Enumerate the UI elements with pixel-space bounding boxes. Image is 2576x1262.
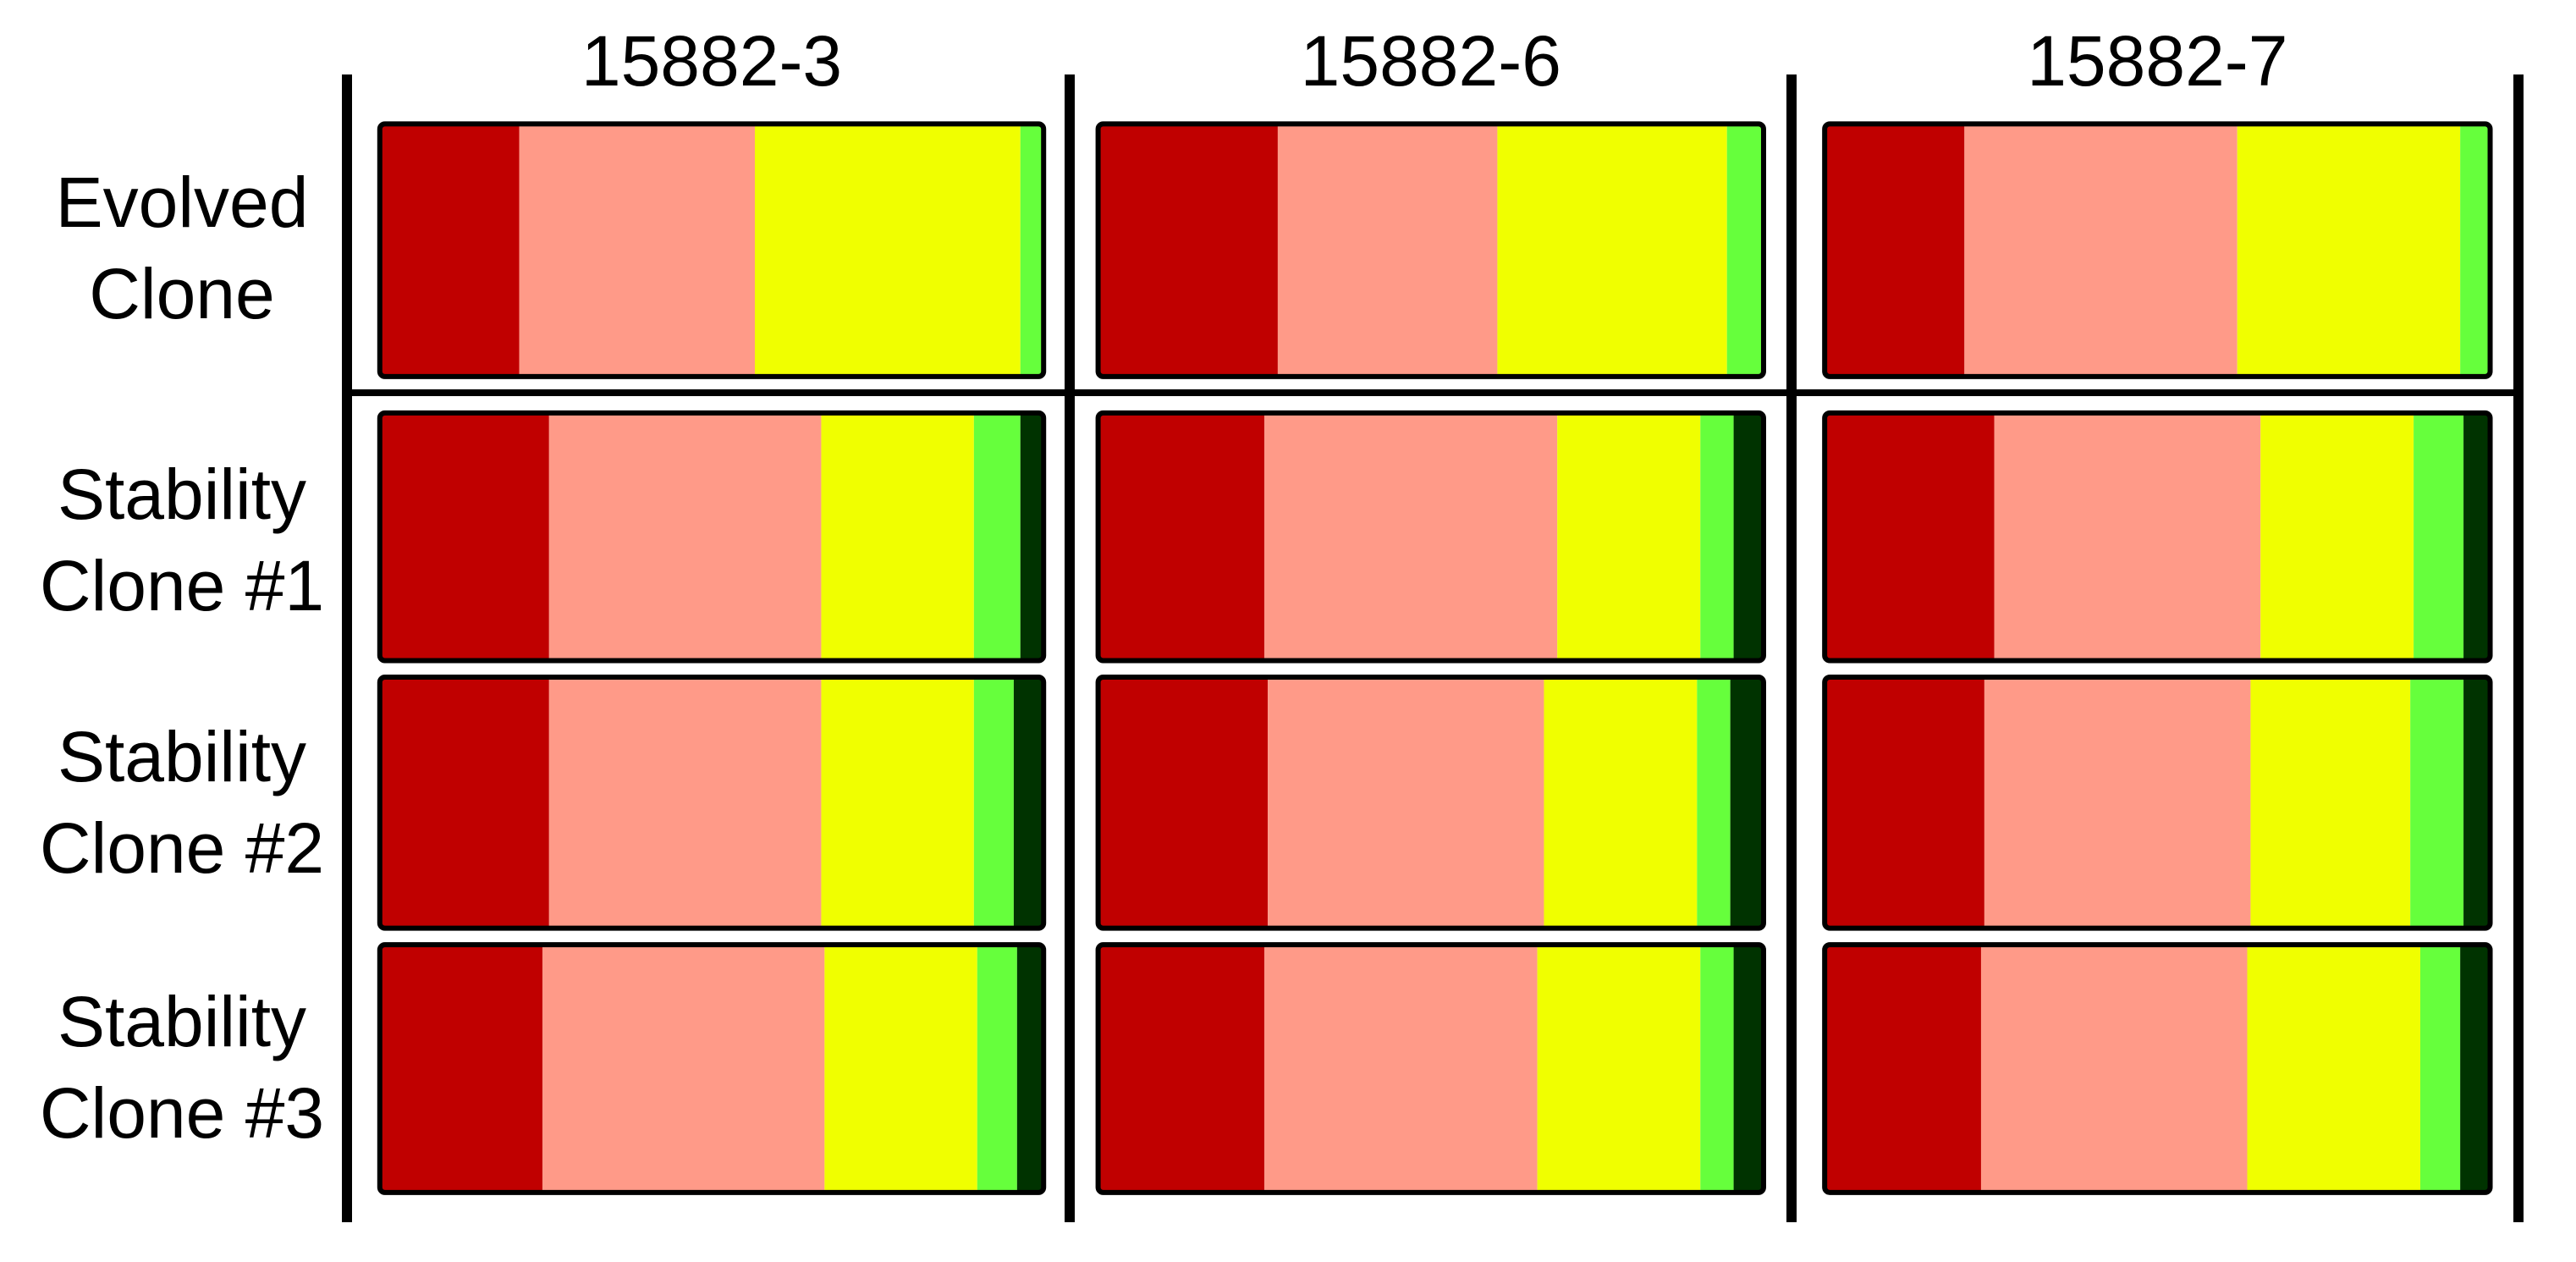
bar-segment: [1984, 677, 2251, 929]
bar-segment: [821, 677, 974, 929]
column-label: 15882-7: [2027, 21, 2288, 101]
bar-segment: [1098, 945, 1265, 1193]
bar-segment: [1544, 677, 1698, 929]
bar-segment: [1016, 945, 1044, 1193]
bar-outline: [1822, 121, 2493, 379]
bar-outline: [1822, 675, 2493, 931]
bar-outline: [377, 121, 1047, 379]
bar-outline: [1822, 942, 2493, 1195]
bar-segment: [2247, 945, 2420, 1193]
row-label: Stability Clone #1: [39, 455, 325, 626]
bar-segment: [1726, 124, 1764, 377]
bar-segment: [1098, 677, 1269, 929]
bar-segment: [1557, 412, 1701, 661]
bar-segment: [1700, 945, 1734, 1193]
row-label: Stability Clone #2: [39, 717, 325, 889]
bar-segment: [1497, 124, 1727, 377]
bar-segment: [379, 677, 549, 929]
bar-segment: [548, 412, 822, 661]
bar-segment: [548, 677, 822, 929]
bar-segment: [1730, 677, 1764, 929]
bar-segment: [1264, 412, 1558, 661]
bar-segment: [2460, 945, 2491, 1193]
bar-segment: [1825, 677, 1984, 929]
row-label: Stability Clone #3: [39, 981, 325, 1153]
bar-segment: [1980, 945, 2248, 1193]
bar-outline: [1095, 121, 1766, 379]
bar-segment: [2410, 677, 2464, 929]
bar-segment: [542, 945, 825, 1193]
column-label: 15882-6: [1300, 21, 1561, 101]
bar-segment: [2463, 412, 2491, 661]
bar-segment: [973, 677, 1014, 929]
bar-outline: [377, 675, 1047, 931]
bar-segment: [1733, 412, 1764, 661]
bar-outline: [377, 410, 1047, 664]
bar-segment: [1268, 677, 1544, 929]
bar-segment: [973, 412, 1021, 661]
bar-segment: [1098, 124, 1278, 377]
bar-outline: [377, 942, 1047, 1195]
bar-segment: [1825, 945, 1981, 1193]
bar-outline: [1095, 675, 1766, 931]
bar-segment: [1994, 412, 2261, 661]
bar-segment: [2250, 677, 2411, 929]
bar-segment: [1825, 412, 1995, 661]
bar-segment: [1733, 945, 1764, 1193]
bar-segment: [1264, 945, 1538, 1193]
bar-segment: [824, 945, 977, 1193]
bar-segment: [1098, 412, 1265, 661]
bar-segment: [2237, 124, 2461, 377]
bar-segment: [1537, 945, 1701, 1193]
bar-segment: [754, 124, 1021, 377]
row-label: Evolved Clone: [55, 162, 309, 333]
bar-segment: [1020, 124, 1044, 377]
bar-segment: [2419, 945, 2461, 1193]
bar-segment: [379, 945, 542, 1193]
bar-segment: [2463, 677, 2491, 929]
bar-segment: [821, 412, 974, 661]
bar-segment: [379, 124, 520, 377]
bar-outline: [1822, 410, 2493, 664]
bar-segment: [1277, 124, 1498, 377]
bar-segment: [1825, 124, 1965, 377]
bar-segment: [1020, 412, 1044, 661]
bar-segment: [2414, 412, 2464, 661]
bar-segment: [379, 412, 549, 661]
bar-outline: [1095, 942, 1766, 1195]
column-label: 15882-3: [581, 21, 843, 101]
bar-segment: [2260, 412, 2414, 661]
bar-segment: [1964, 124, 2237, 377]
bar-outline: [1095, 410, 1766, 664]
bar-segment: [1013, 677, 1044, 929]
bar-segment: [977, 945, 1017, 1193]
bar-segment: [519, 124, 755, 377]
bar-segment: [1700, 412, 1734, 661]
bar-segment: [1697, 677, 1731, 929]
bar-segment: [2460, 124, 2491, 377]
